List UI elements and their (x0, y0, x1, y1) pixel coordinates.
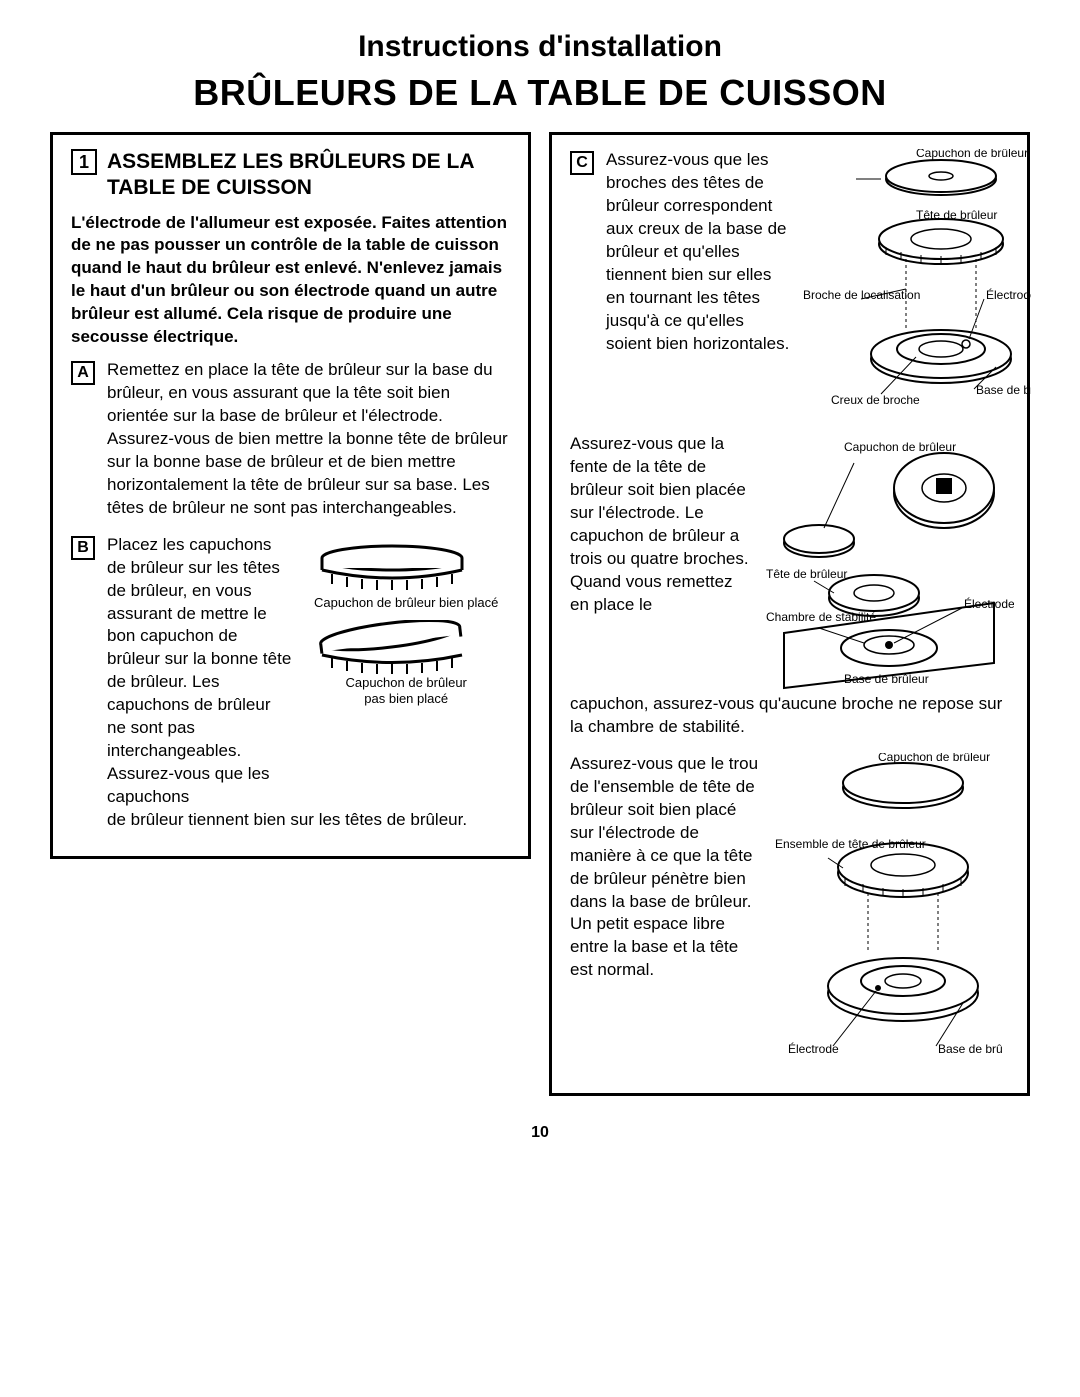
page-title: BRÛLEURS DE LA TABLE DE CUISSON (50, 72, 1030, 114)
diagram-2: Capuchon de brûleur Tête de brûleur Cham… (764, 433, 1014, 693)
fig-good-cap: Capuchon de brûleur bien placé (302, 540, 510, 611)
step-b-body: Placez les capuchons de brûleur sur les … (107, 534, 510, 832)
step-b-text-2: de brûleur tiennent bien sur les têtes d… (107, 809, 510, 832)
d2-cap-label: Capuchon de brûleur (844, 440, 956, 454)
step-b: B Placez les capuchons de brûleur sur le… (71, 534, 510, 832)
left-panel: 1 ASSEMBLEZ LES BRÛLEURS DE LA TABLE DE … (50, 132, 531, 859)
section-title-text: ASSEMBLEZ LES BRÛLEURS DE LA TABLE DE CU… (107, 149, 510, 202)
step-d-text-1: Assurez-vous que la fente de la tête de … (570, 433, 754, 617)
d3-elec-label: Électrode (788, 1041, 839, 1056)
d1-elec-label: Électrode (986, 287, 1031, 302)
diagram-1-svg: Capuchon de brûleur (801, 149, 1031, 419)
diagram-2-svg: Capuchon de brûleur Tête de brûleur Cham… (764, 433, 1014, 693)
section-heading: 1 ASSEMBLEZ LES BRÛLEURS DE LA TABLE DE … (71, 149, 510, 202)
step-c-text: Assurez-vous que les broches des têtes d… (606, 149, 791, 355)
d2-elec-label: Électrode (964, 596, 1014, 611)
step-a-letter: A (71, 361, 95, 385)
d1-slot-label: Creux de broche (831, 393, 920, 407)
page-number: 10 (50, 1124, 1030, 1142)
d1-base-label: Base de brûleur (976, 383, 1031, 397)
step-e: Assurez-vous que le trou de l'ensemble d… (570, 753, 1009, 1073)
d1-head-label: Tête de brûleur (916, 208, 997, 222)
d3-assy-label: Ensemble de tête de brûleur (775, 837, 926, 851)
step-a: A Remettez en place la tête de brûleur s… (71, 359, 510, 520)
d3-base-label: Base de brûleur (938, 1042, 1003, 1056)
diagram-3: Capuchon de brûleur Ensemble (773, 753, 1009, 1073)
d3-cap-label: Capuchon de brûleur (878, 753, 990, 764)
fig-good-cap-svg (302, 540, 482, 595)
step-d-text-2: capuchon, assurez-vous qu'aucune broche … (570, 693, 1009, 739)
step-b-figures: Capuchon de brûleur bien placé (302, 534, 510, 717)
step-b-letter: B (71, 536, 95, 560)
diagram-3-svg: Capuchon de brûleur Ensemble (773, 753, 1003, 1073)
step-c: C Assurez-vous que les broches des têtes… (570, 149, 1009, 419)
right-column: C Assurez-vous que les broches des têtes… (549, 132, 1030, 1096)
fig-bad-cap: Capuchon de brûleur pas bien placé (302, 620, 510, 706)
section-number-box: 1 (71, 149, 97, 175)
step-e-text: Assurez-vous que le trou de l'ensemble d… (570, 753, 763, 982)
right-panel: C Assurez-vous que les broches des têtes… (549, 132, 1030, 1096)
d2-head-label: Tête de brûleur (766, 567, 847, 581)
step-a-text: Remettez en place la tête de brûleur sur… (107, 359, 510, 520)
left-column: 1 ASSEMBLEZ LES BRÛLEURS DE LA TABLE DE … (50, 132, 531, 1096)
step-d: Assurez-vous que la fente de la tête de … (570, 433, 1009, 739)
step-b-text-1: Placez les capuchons de brûleur sur les … (107, 534, 292, 809)
warning-text: L'électrode de l'allumeur est exposée. F… (71, 212, 510, 350)
d1-cap-label: Capuchon de brûleur (916, 149, 1028, 160)
fig-bad-cap-svg (302, 620, 482, 675)
fig-bad-cap-label: Capuchon de brûleur pas bien placé (302, 675, 510, 706)
step-c-letter: C (570, 151, 594, 175)
content-columns: 1 ASSEMBLEZ LES BRÛLEURS DE LA TABLE DE … (50, 132, 1030, 1096)
d2-chamber-label: Chambre de stabilité (766, 610, 876, 624)
fig-good-cap-label: Capuchon de brûleur bien placé (302, 595, 510, 611)
diagram-1: Capuchon de brûleur (801, 149, 1031, 419)
d2-base-label: Base de brûleur (844, 672, 929, 686)
page-header: Instructions d'installation (50, 30, 1030, 64)
